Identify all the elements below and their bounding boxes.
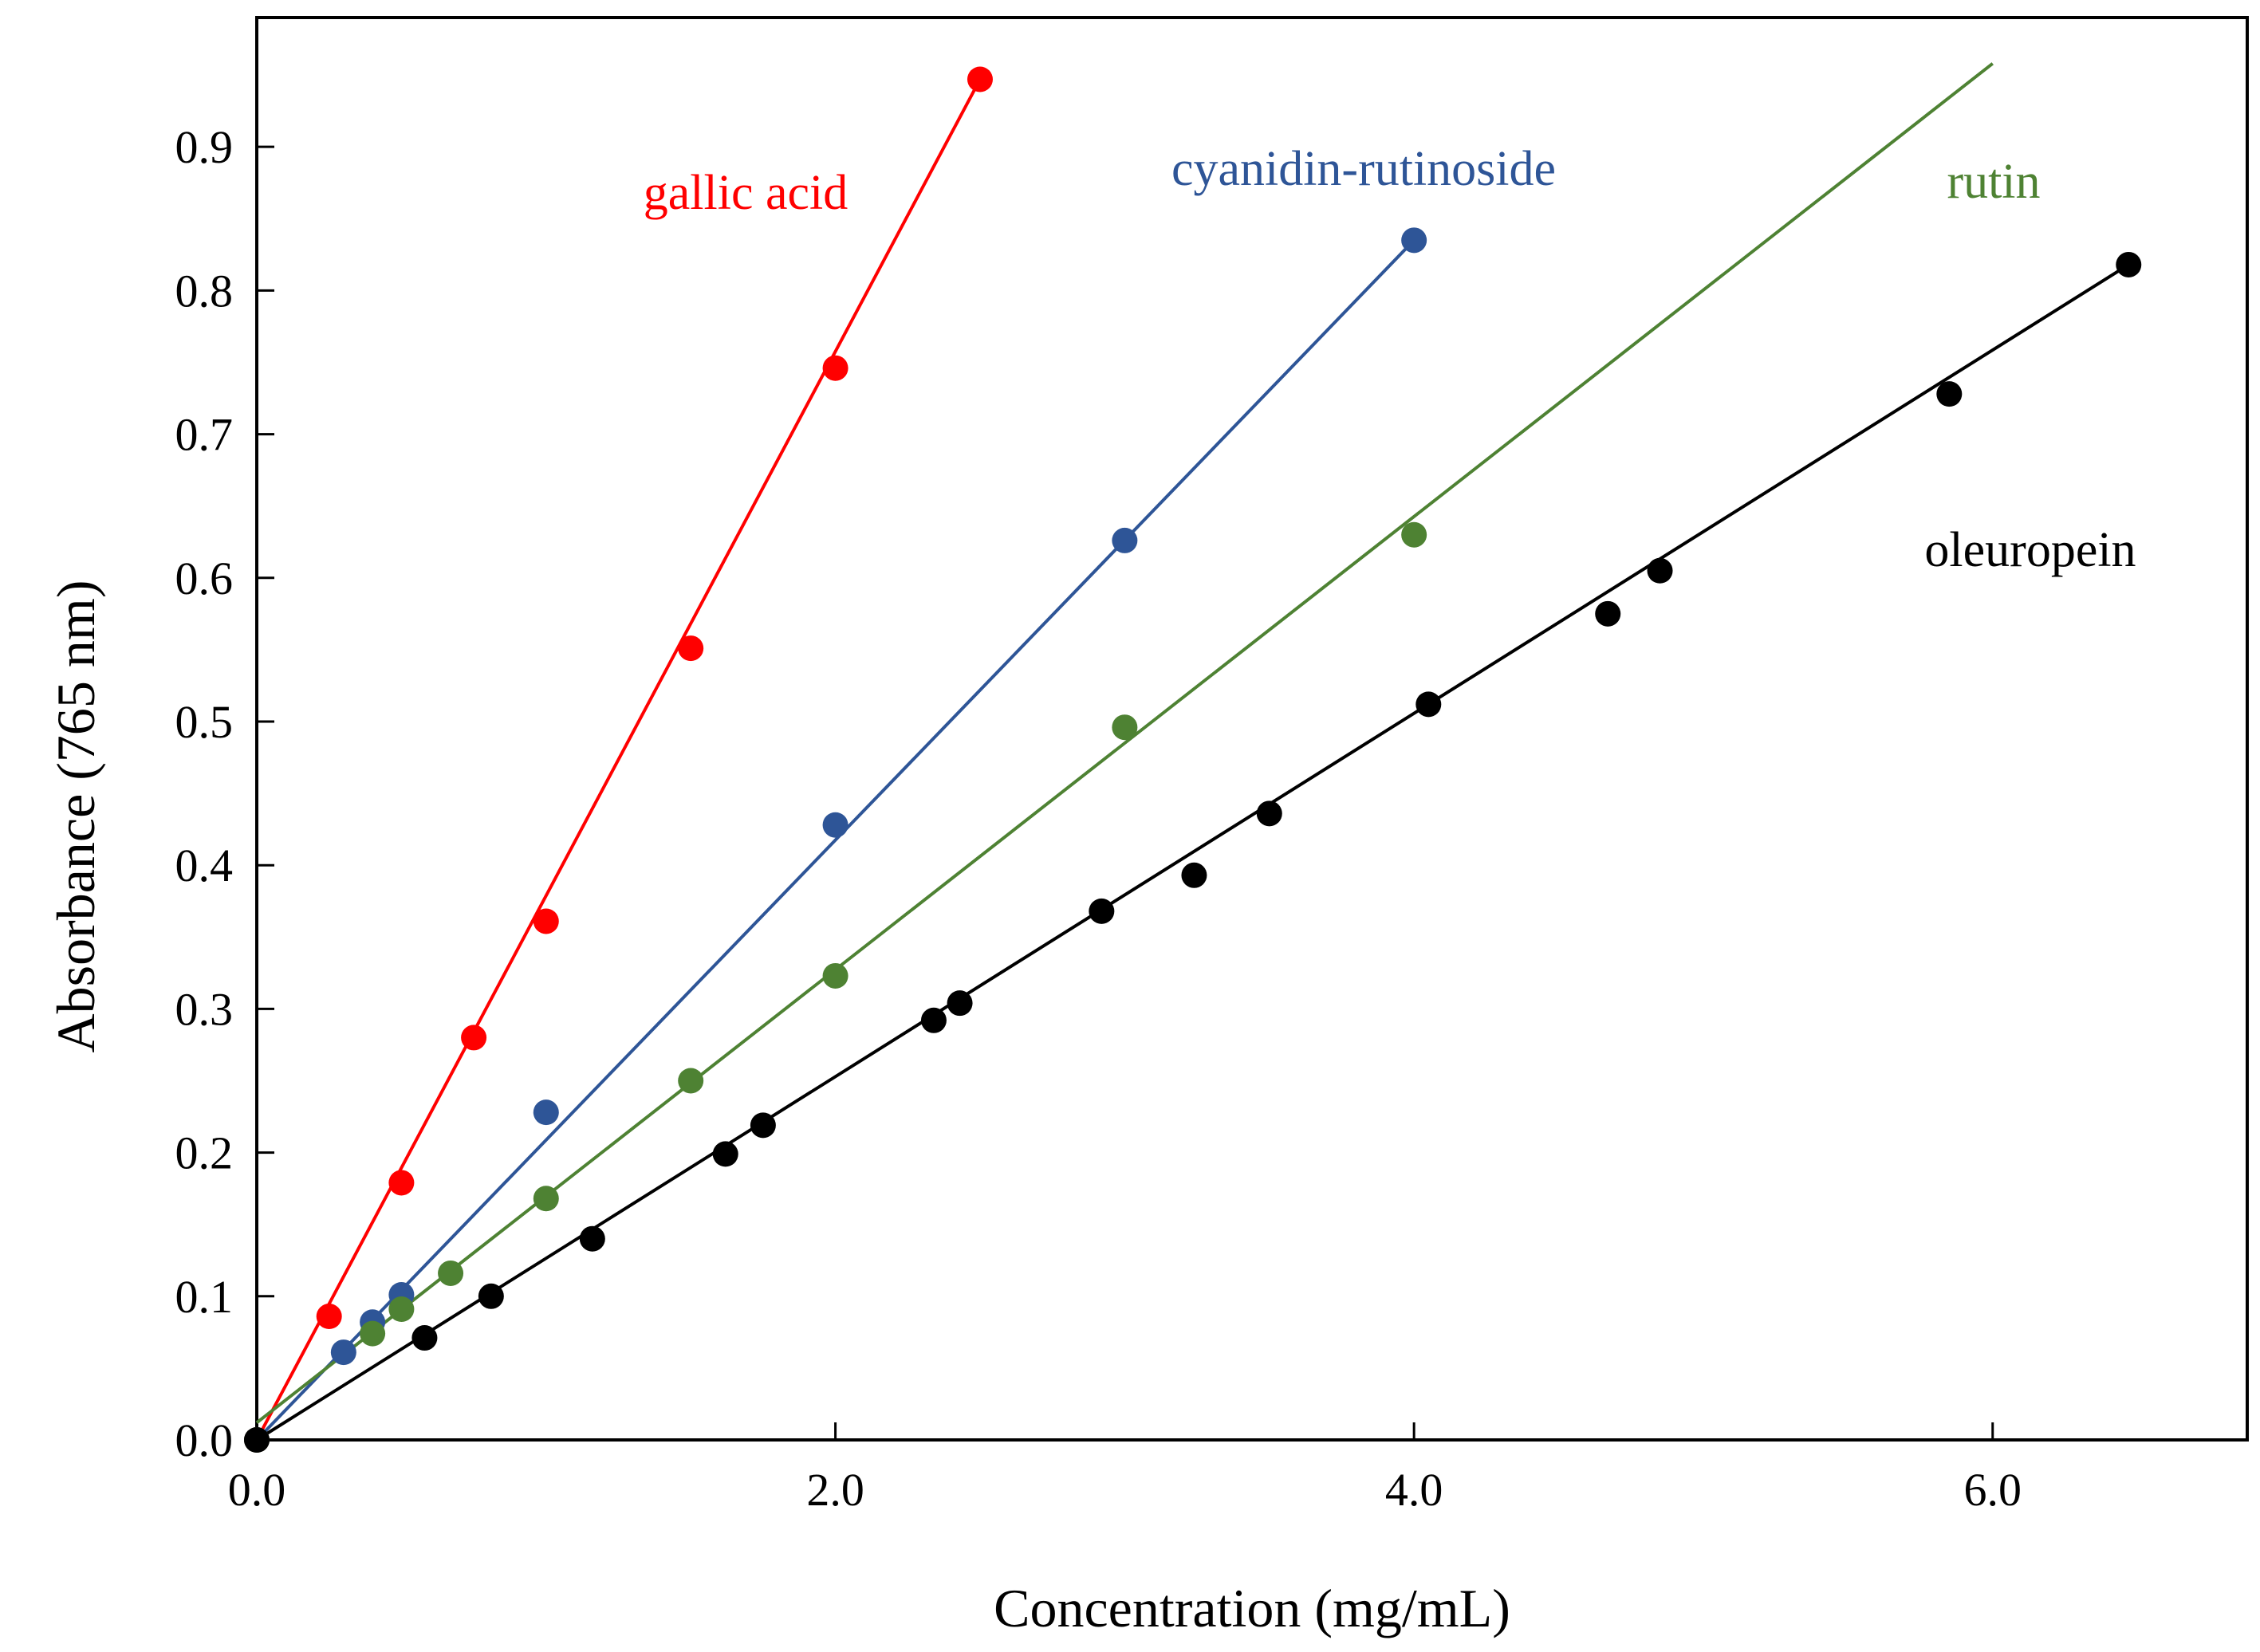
- data-point-rutin: [533, 1186, 559, 1212]
- data-point-oleuropein: [920, 1007, 947, 1033]
- data-point-gallic-acid: [461, 1025, 487, 1051]
- data-point-gallic-acid: [678, 635, 704, 662]
- x-tick-label: 0.0: [228, 1464, 286, 1516]
- y-tick-label: 0.9: [175, 121, 234, 173]
- data-point-oleuropein: [2116, 251, 2142, 277]
- label-oleuropein: oleuropein: [1924, 523, 2136, 577]
- label-rutin: rutin: [1947, 155, 2040, 209]
- data-point-cyanidin-rutinoside: [822, 812, 848, 838]
- data-point-oleuropein: [1415, 691, 1442, 718]
- x-tick-label: 6.0: [1963, 1464, 2022, 1516]
- fit-lines-layer: [255, 62, 2130, 1442]
- y-tick-label: 0.1: [175, 1271, 234, 1323]
- data-point-oleuropein: [1647, 557, 1673, 584]
- data-point-rutin: [438, 1260, 464, 1286]
- data-point-rutin: [822, 962, 848, 989]
- y-tick-label: 0.4: [175, 840, 234, 891]
- y-axis-title: Absorbance (765 nm): [45, 580, 106, 1053]
- data-point-gallic-acid: [316, 1304, 342, 1330]
- data-point-cyanidin-rutinoside: [533, 1099, 559, 1126]
- data-point-cyanidin-rutinoside: [330, 1339, 356, 1366]
- fit-line-cyanidin-rutinoside: [255, 238, 1415, 1442]
- data-point-cyanidin-rutinoside: [1112, 527, 1138, 553]
- y-tick-label: 0.3: [175, 983, 234, 1035]
- data-points-layer: [244, 66, 2142, 1453]
- data-point-oleuropein: [244, 1427, 270, 1453]
- data-point-oleuropein: [1256, 800, 1282, 827]
- data-point-gallic-acid: [822, 355, 848, 381]
- data-point-oleuropein: [411, 1325, 438, 1351]
- y-tick-label: 0.6: [175, 553, 234, 604]
- ticks-layer: 0.0 2.0 4.0 6.0 0.0 0.1 0.2 0.3 0.4 0.5 0.6 0.7 0.8 0…: [175, 121, 2022, 1516]
- data-point-gallic-acid: [967, 66, 993, 92]
- data-point-oleuropein: [750, 1112, 776, 1139]
- data-point-oleuropein: [712, 1141, 738, 1167]
- data-point-rutin: [678, 1068, 704, 1094]
- y-tick-label: 0.2: [175, 1127, 234, 1179]
- data-point-cyanidin-rutinoside: [1401, 227, 1427, 254]
- data-point-oleuropein: [1181, 862, 1207, 888]
- data-point-rutin: [388, 1296, 415, 1323]
- label-gallic-acid: gallic acid: [644, 166, 848, 220]
- fit-line-oleuropein: [255, 263, 2130, 1442]
- data-point-rutin: [1112, 714, 1138, 741]
- data-point-oleuropein: [1089, 898, 1115, 924]
- data-point-rutin: [360, 1320, 386, 1347]
- x-axis-title: Concentration (mg/mL): [994, 1578, 1510, 1638]
- y-tick-label: 0.5: [175, 696, 234, 748]
- fit-line-gallic-acid: [255, 78, 982, 1441]
- data-point-oleuropein: [579, 1225, 605, 1252]
- fit-line-rutin: [255, 62, 1994, 1424]
- x-tick-label: 4.0: [1385, 1464, 1443, 1516]
- x-tick-label: 2.0: [806, 1464, 864, 1516]
- data-point-oleuropein: [1595, 600, 1621, 627]
- data-point-oleuropein: [1936, 381, 1963, 407]
- y-tick-label: 0.0: [175, 1414, 234, 1466]
- data-point-gallic-acid: [533, 908, 559, 934]
- data-point-rutin: [1401, 521, 1427, 548]
- plot-frame: [255, 16, 2249, 1442]
- y-tick-label: 0.7: [175, 409, 234, 461]
- y-tick-label: 0.8: [175, 265, 234, 317]
- data-point-oleuropein: [947, 990, 973, 1017]
- data-point-gallic-acid: [388, 1170, 415, 1196]
- label-cyanidin-rutinoside: cyanidin-rutinoside: [1171, 142, 1556, 196]
- data-point-oleuropein: [478, 1283, 504, 1309]
